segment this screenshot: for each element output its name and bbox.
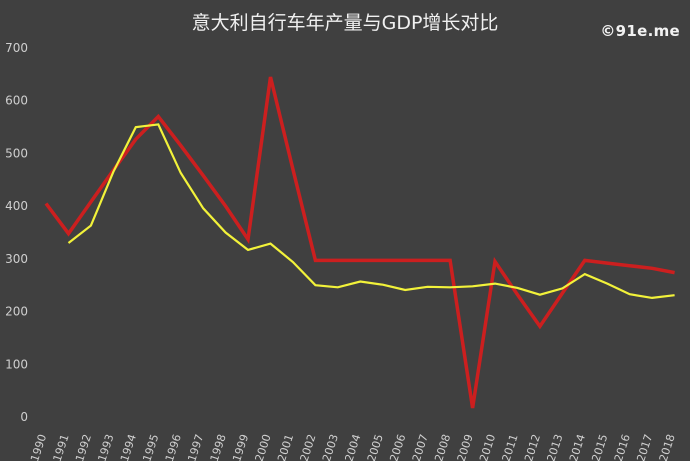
x-tick-label: 2013	[545, 433, 566, 461]
y-tick-label: 500	[5, 146, 28, 160]
x-tick-label: 1996	[163, 433, 184, 461]
x-tick-label: 1993	[96, 433, 117, 461]
x-tick-label: 2006	[387, 433, 408, 461]
x-tick-label: 1992	[73, 433, 94, 461]
x-tick-label: 2007	[410, 433, 431, 461]
x-tick-label: 2005	[365, 433, 386, 461]
y-axis: 0 100 200 300 400 500 600 700	[5, 41, 28, 424]
x-tick-label: 2010	[477, 433, 498, 461]
series-layer	[44, 76, 675, 409]
x-tick-label: 2003	[320, 433, 341, 461]
x-tick-label: 2018	[657, 433, 678, 461]
x-tick-label: 2014	[567, 433, 588, 461]
x-tick-label: 1995	[140, 433, 161, 461]
x-tick-label: 2012	[522, 433, 543, 461]
x-tick-label: 2000	[253, 433, 274, 461]
y-tick-label: 400	[5, 199, 28, 213]
y-tick-label: 600	[5, 94, 28, 108]
series-line-yellow	[67, 123, 675, 300]
series-line-red	[44, 76, 675, 409]
x-tick-label: 2009	[455, 433, 476, 461]
x-tick-label: 2015	[589, 433, 610, 461]
x-tick-label: 1999	[230, 433, 251, 461]
x-tick-label: 1994	[118, 433, 139, 461]
chart-title: 意大利自行车年产量与GDP增长对比	[191, 12, 499, 34]
x-tick-label: 2001	[275, 433, 296, 461]
x-tick-label: 2002	[298, 433, 319, 461]
y-tick-label: 0	[20, 410, 28, 424]
x-axis: 1990 1991 1992 1993 1994 1995 1996 1997 1998 1999…	[28, 433, 678, 461]
x-tick-label: 2011	[500, 433, 521, 461]
y-tick-label: 100	[5, 357, 28, 371]
x-tick-label: 1991	[51, 433, 72, 461]
y-tick-label: 300	[5, 252, 28, 266]
x-tick-label: 1998	[208, 433, 229, 461]
x-tick-label: 2008	[432, 433, 453, 461]
y-tick-label: 700	[5, 41, 28, 55]
x-tick-label: 1997	[185, 433, 206, 461]
x-tick-label: 2004	[342, 433, 363, 461]
x-tick-label: 1990	[28, 433, 49, 461]
y-tick-label: 200	[5, 305, 28, 319]
x-tick-label: 2017	[634, 433, 655, 461]
watermark: ©91e.me	[600, 22, 680, 40]
x-tick-label: 2016	[612, 433, 633, 461]
